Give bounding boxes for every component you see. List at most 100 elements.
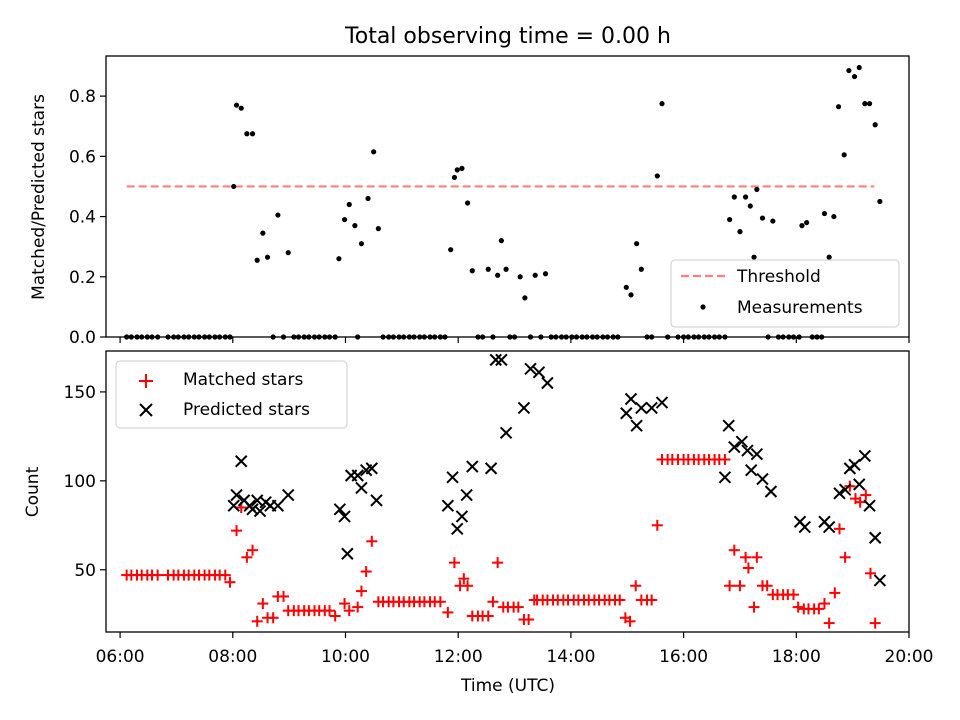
predicted-star-point	[532, 366, 546, 379]
matched-star-point	[751, 551, 763, 563]
predicted-star-point	[541, 376, 554, 390]
measurement-point	[254, 257, 260, 263]
matched-star-point	[352, 601, 364, 613]
measurement-point	[459, 165, 465, 171]
y-tick-label: 0.0	[69, 328, 96, 348]
matched-star-point	[728, 544, 740, 556]
predicted-star-point	[499, 426, 513, 440]
x-tick-label: 14:00	[546, 647, 595, 667]
legend-matched-swatch	[139, 374, 153, 388]
matched-star-point	[492, 557, 504, 569]
predicted-star-point	[446, 471, 459, 484]
matched-star-point	[251, 615, 263, 627]
measurement-point	[238, 105, 244, 111]
bottom-legend: Matched stars Predicted stars	[115, 360, 348, 429]
predicted-star-point	[524, 362, 537, 375]
predicted-star-point	[750, 447, 764, 461]
predicted-star-point	[230, 488, 243, 502]
measurement-point	[821, 210, 828, 217]
measurement-point	[659, 101, 665, 107]
bottom-y-axis-label: Count	[23, 466, 43, 517]
matched-star-point	[523, 614, 535, 626]
predicted-star-point	[873, 574, 887, 587]
predicted-star-point	[227, 499, 240, 512]
measurement-point	[285, 250, 291, 256]
measurement-point	[358, 241, 365, 247]
measurement-point	[826, 254, 832, 260]
matched-star-point	[219, 569, 231, 581]
predicted-star-point	[271, 499, 285, 512]
matched-star-point	[818, 598, 830, 610]
x-tick-label: 10:00	[321, 647, 370, 667]
legend-predicted-swatch	[139, 403, 153, 417]
top-plot-area: 0.0 0.2 0.4 0.6 0.8	[69, 55, 910, 348]
y-tick-label: 0.4	[69, 208, 96, 228]
measurement-point	[770, 218, 776, 224]
measurement-point	[731, 194, 737, 200]
y-tick-label: 0.8	[69, 87, 96, 107]
x-tick-label: 12:00	[434, 647, 483, 667]
measurement-point	[249, 131, 256, 137]
predicted-star-point	[822, 520, 836, 534]
measurement-point	[623, 284, 629, 290]
predicted-star-point	[863, 499, 876, 512]
predicted-star-point	[455, 510, 469, 523]
measurement-point	[862, 101, 868, 107]
predicted-star-point	[460, 488, 473, 502]
measurement-point	[742, 194, 749, 200]
measurement-point	[851, 73, 858, 80]
measurement-point	[628, 292, 634, 298]
top-y-axis-label: Matched/Predicted stars	[29, 94, 49, 300]
measurement-point	[532, 272, 538, 278]
measurement-point	[747, 203, 753, 209]
matched-star-point	[724, 580, 736, 592]
predicted-star-point	[441, 499, 455, 512]
predicted-star-point	[355, 481, 368, 495]
measurement-point	[654, 173, 660, 179]
predicted-star-point	[848, 458, 861, 472]
legend-measurements-label: Measurements	[737, 298, 863, 318]
measurement-point	[754, 186, 760, 193]
y-tick-label: 0.6	[69, 147, 96, 167]
measurement-point	[371, 149, 377, 155]
predicted-star-point	[489, 353, 502, 367]
y-tick-label: 0.2	[69, 268, 96, 288]
measurement-point	[759, 215, 766, 221]
top-legend: Threshold Measurements	[670, 259, 900, 328]
measurement-point	[522, 295, 528, 301]
predicted-star-point	[756, 472, 769, 486]
measurement-point	[727, 216, 733, 223]
matched-star-point	[823, 617, 835, 629]
predicted-star-point	[341, 547, 354, 560]
top-chart-title: Total observing time = 0.00 h	[344, 24, 671, 49]
predicted-star-point	[235, 455, 248, 468]
matched-star-point	[624, 615, 636, 627]
top-axes-frame	[105, 55, 910, 338]
measurement-point	[365, 195, 371, 202]
measurement-point	[856, 64, 862, 71]
matched-star-point	[869, 617, 881, 629]
legend-matched-label: Matched stars	[183, 370, 303, 390]
matched-star-point	[487, 596, 499, 608]
matched-star-point	[267, 612, 279, 624]
predicted-star-point	[620, 407, 633, 420]
matched-star-point	[247, 544, 259, 556]
matched-star-point	[813, 603, 825, 615]
measurement-point	[341, 216, 348, 223]
x-tick-label: 16:00	[659, 647, 708, 667]
measurement-point	[346, 201, 352, 208]
measurement-point	[866, 101, 873, 107]
matched-star-point	[462, 580, 474, 592]
measurement-point	[264, 254, 271, 260]
matched-star-point	[448, 557, 460, 569]
measurement-point	[799, 222, 805, 229]
predicted-star-point	[466, 460, 479, 473]
predicted-star-point	[246, 503, 259, 516]
measurement-point	[872, 122, 878, 128]
matched-star-point	[734, 580, 746, 592]
matched-star-point	[329, 610, 341, 622]
measurement-point	[244, 131, 250, 137]
predicted-star-point	[735, 435, 749, 448]
matched-star-point	[834, 523, 846, 535]
